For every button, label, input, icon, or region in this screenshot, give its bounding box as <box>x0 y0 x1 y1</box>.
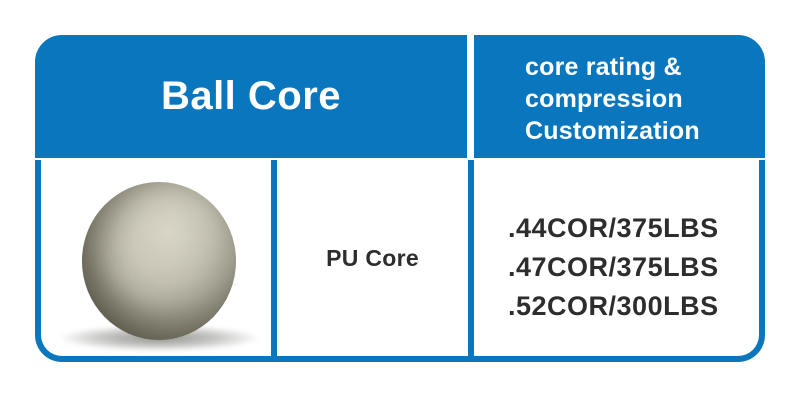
column-divider-1 <box>271 160 277 356</box>
pu-core-ball-image <box>82 182 236 340</box>
material-label: PU Core <box>326 245 419 271</box>
header-text-block: core rating & compression Customization <box>474 35 765 147</box>
header-line-2: compression <box>525 85 683 113</box>
header-cell-core-rating: core rating & compression Customization <box>474 35 765 158</box>
spec-item-3: .52COR/300LBS <box>508 291 719 321</box>
spec-item-2: .47COR/375LBS <box>508 252 719 282</box>
header-line-3: Customization <box>525 117 700 145</box>
table-title: Ball Core <box>160 74 342 118</box>
spec-list: .44COR/375LBS .47COR/375LBS .52COR/300LB… <box>508 209 719 326</box>
header-cell-ball-core: Ball Core <box>35 35 467 158</box>
spec-item-1: .44COR/375LBS <box>508 213 719 243</box>
header-line-1: core rating & <box>525 53 682 81</box>
ball-core-table: Ball Core core rating & compression Cust… <box>35 35 765 362</box>
column-divider-2 <box>468 160 474 356</box>
